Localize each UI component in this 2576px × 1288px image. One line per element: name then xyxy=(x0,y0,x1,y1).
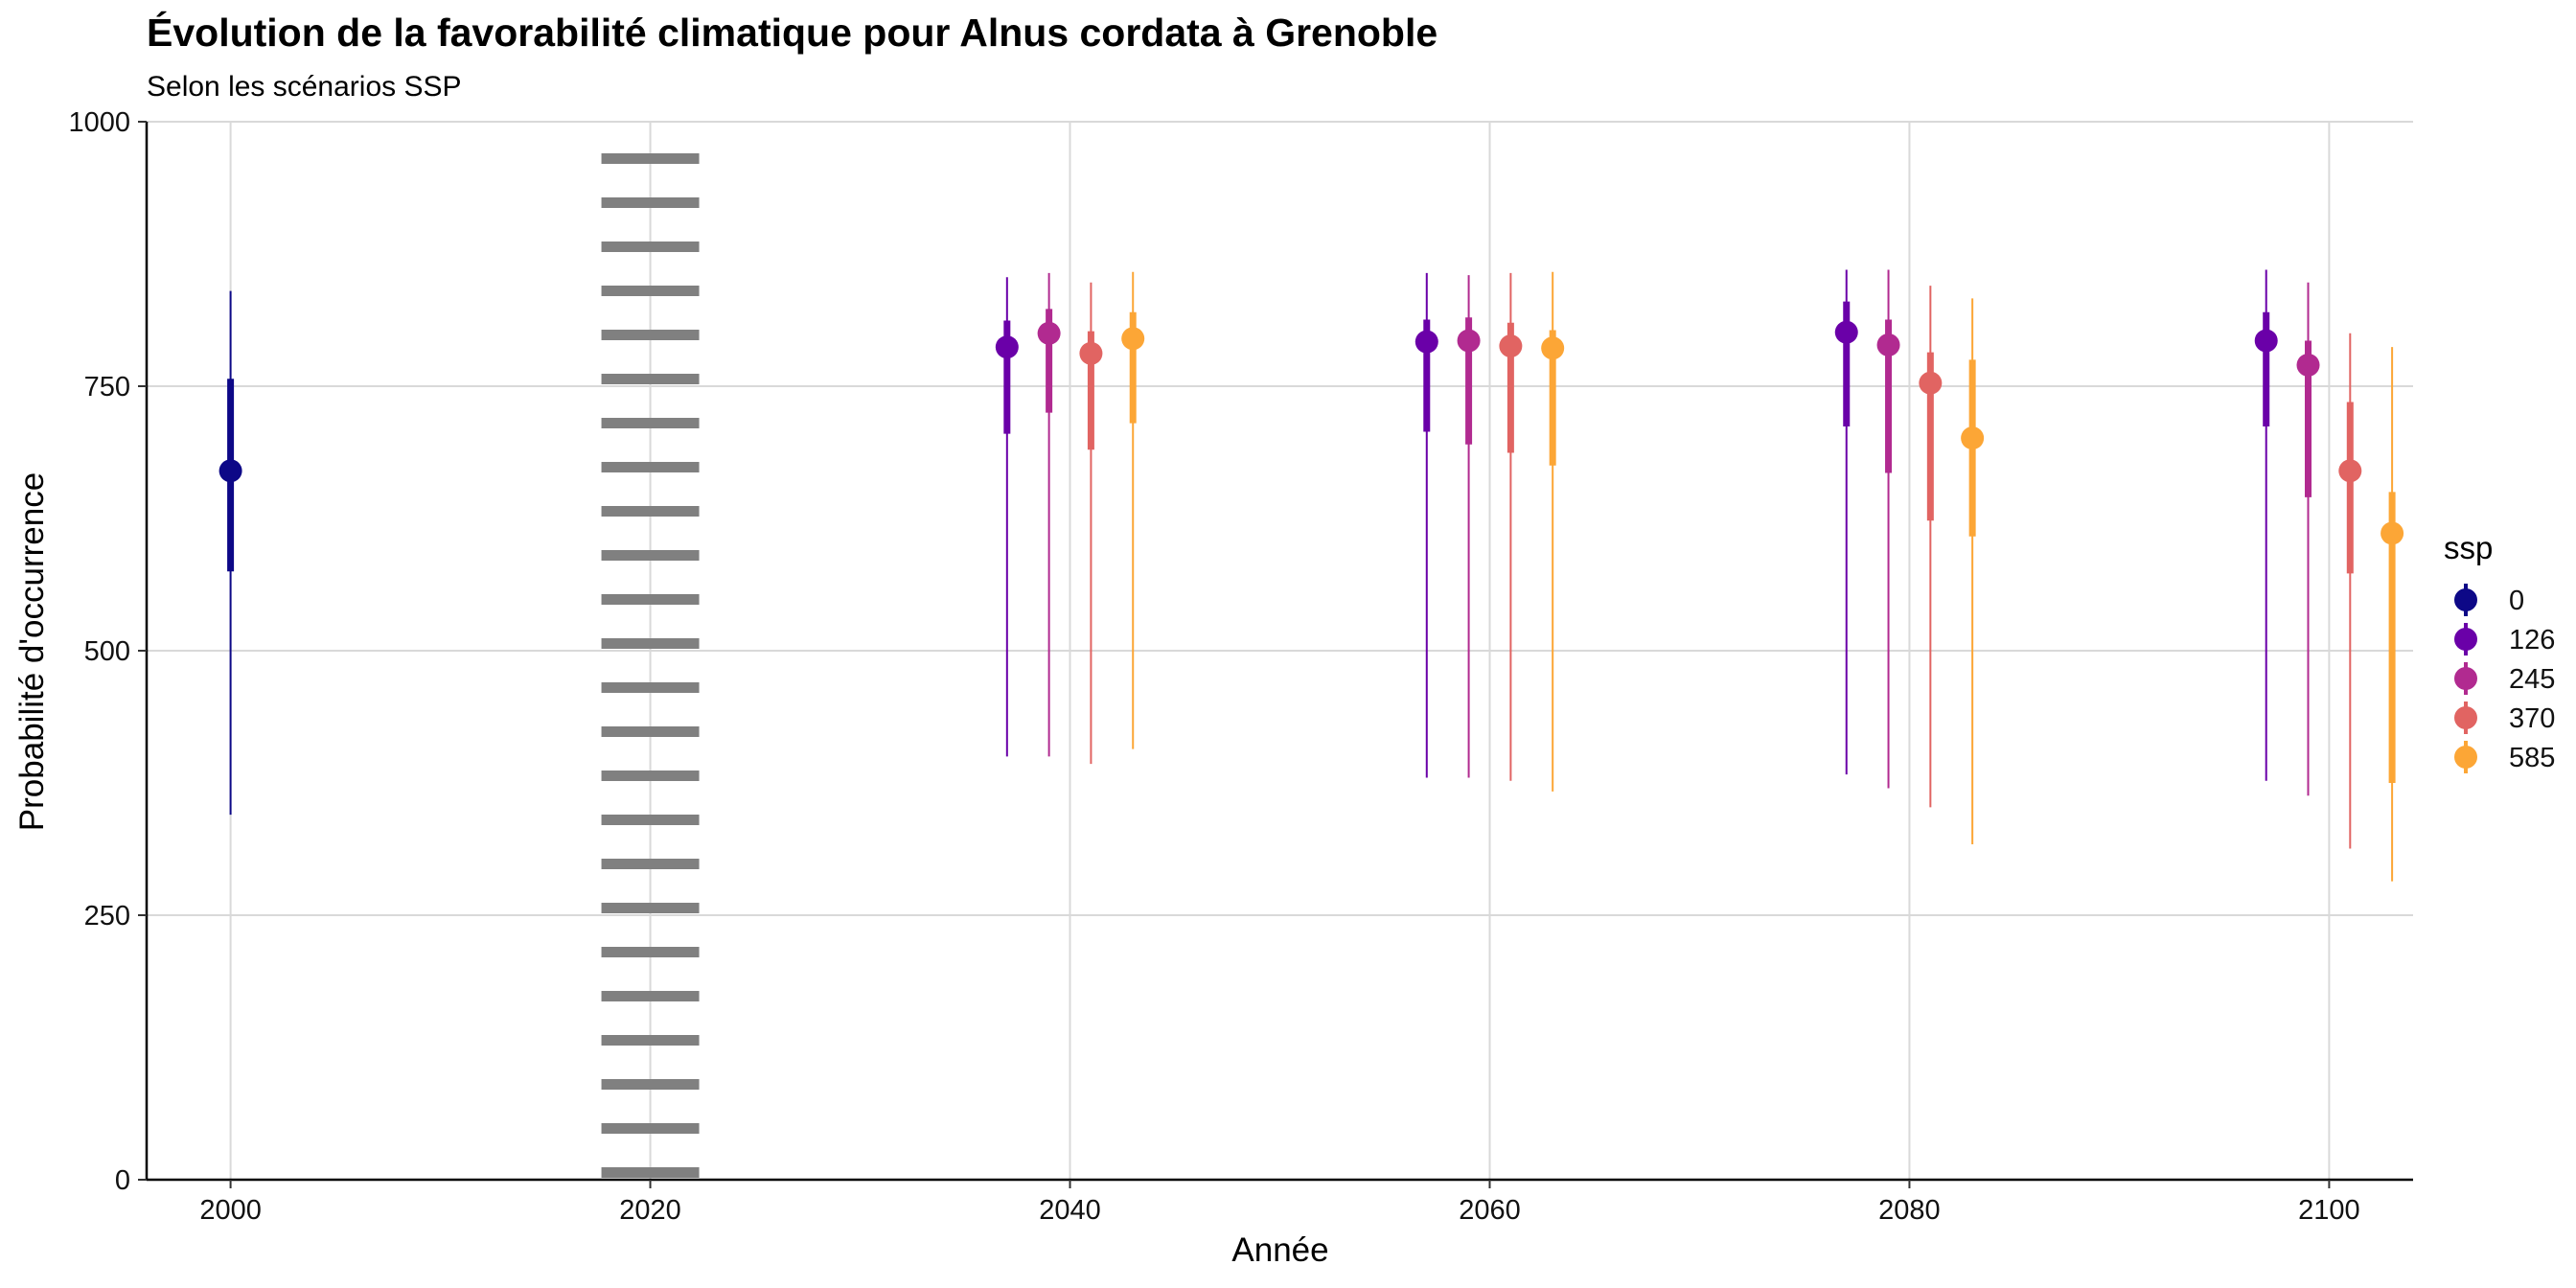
median-point xyxy=(2380,521,2404,545)
legend-item-ssp126: 126 xyxy=(2454,623,2555,656)
y-tick-label-750: 750 xyxy=(84,372,130,402)
median-point xyxy=(1834,320,1858,344)
pointrange-ssp126-2037 xyxy=(995,277,1019,757)
gridlines xyxy=(147,121,2413,1181)
pointrange-ssp370-2041 xyxy=(1079,282,1103,765)
median-point xyxy=(218,459,242,483)
legend-item-ssp370: 370 xyxy=(2454,702,2555,734)
median-point xyxy=(1919,371,1943,395)
legend-key-point xyxy=(2454,706,2477,729)
median-point xyxy=(1499,334,1523,358)
y-tick-label-0: 0 xyxy=(115,1165,130,1196)
pointrange-ssp585-2103 xyxy=(2380,347,2404,882)
y-tick-label-500: 500 xyxy=(84,636,130,667)
legend-label: 0 xyxy=(2509,586,2524,616)
y-axis-title: Probabilité d'occurrence xyxy=(13,472,51,831)
pointrange-ssp126-2097 xyxy=(2254,269,2278,781)
legend-label: 585 xyxy=(2509,743,2555,773)
legend-label: 126 xyxy=(2509,625,2555,656)
median-point xyxy=(2338,459,2362,483)
legend-item-ssp245: 245 xyxy=(2454,662,2555,695)
x-tick-label-2080: 2080 xyxy=(1878,1195,1941,1226)
x-axis-title: Année xyxy=(1231,1231,1328,1269)
axes: 0 250 500 750 1000 2000 2020 2040 2060 2080 2100 xyxy=(68,107,2413,1226)
pointrange-ssp0-2000 xyxy=(218,290,242,816)
median-point xyxy=(995,335,1019,359)
pointrange-ssp126-2077 xyxy=(1834,269,1858,775)
pointrange-ssp245-2039 xyxy=(1037,272,1061,757)
x-tick-label-2020: 2020 xyxy=(619,1195,681,1226)
pointrange-ssp370-2101 xyxy=(2338,333,2362,849)
x-tick-label-2100: 2100 xyxy=(2298,1195,2360,1226)
legend-title: ssp xyxy=(2444,530,2493,565)
legend-key-point xyxy=(2454,667,2477,690)
median-point xyxy=(1541,336,1565,360)
legend-key-point xyxy=(2454,746,2477,769)
median-point xyxy=(1079,341,1103,365)
pointrange-ssp370-2061 xyxy=(1499,272,1523,781)
median-point xyxy=(1414,330,1438,354)
y-tick-label-250: 250 xyxy=(84,901,130,932)
legend-item-ssp0: 0 xyxy=(2454,584,2524,616)
median-point xyxy=(2254,329,2278,353)
pointrange-ssp585-2083 xyxy=(1961,298,1985,845)
legend: ssp 0 126 245 370 585 xyxy=(2444,530,2555,773)
pointrange-ssp245-2099 xyxy=(2296,282,2320,796)
median-point xyxy=(2296,353,2320,377)
pointrange-ssp245-2059 xyxy=(1457,275,1481,778)
legend-key-point xyxy=(2454,628,2477,651)
pointrange-ssp370-2081 xyxy=(1919,286,1943,808)
median-point xyxy=(1961,426,1985,450)
median-point xyxy=(1037,321,1061,345)
legend-label: 370 xyxy=(2509,703,2555,734)
data-marks xyxy=(218,269,2404,882)
median-point xyxy=(1876,333,1900,356)
legend-label: 245 xyxy=(2509,664,2555,695)
median-point xyxy=(1121,327,1145,351)
pointrange-ssp585-2043 xyxy=(1121,271,1145,749)
x-tick-label-2040: 2040 xyxy=(1039,1195,1101,1226)
pointrange-ssp245-2079 xyxy=(1876,269,1900,789)
chart-title: Évolution de la favorabilité climatique … xyxy=(147,11,1438,55)
chart-subtitle: Selon les scénarios SSP xyxy=(147,71,462,103)
x-tick-label-2060: 2060 xyxy=(1459,1195,1521,1226)
pointrange-ssp585-2063 xyxy=(1541,271,1565,792)
median-point xyxy=(1457,329,1481,353)
x-tick-label-2000: 2000 xyxy=(199,1195,262,1226)
pointrange-ssp126-2057 xyxy=(1414,272,1438,778)
y-tick-label-1000: 1000 xyxy=(68,107,130,138)
legend-item-ssp585: 585 xyxy=(2454,741,2555,773)
legend-key-point xyxy=(2454,588,2477,611)
